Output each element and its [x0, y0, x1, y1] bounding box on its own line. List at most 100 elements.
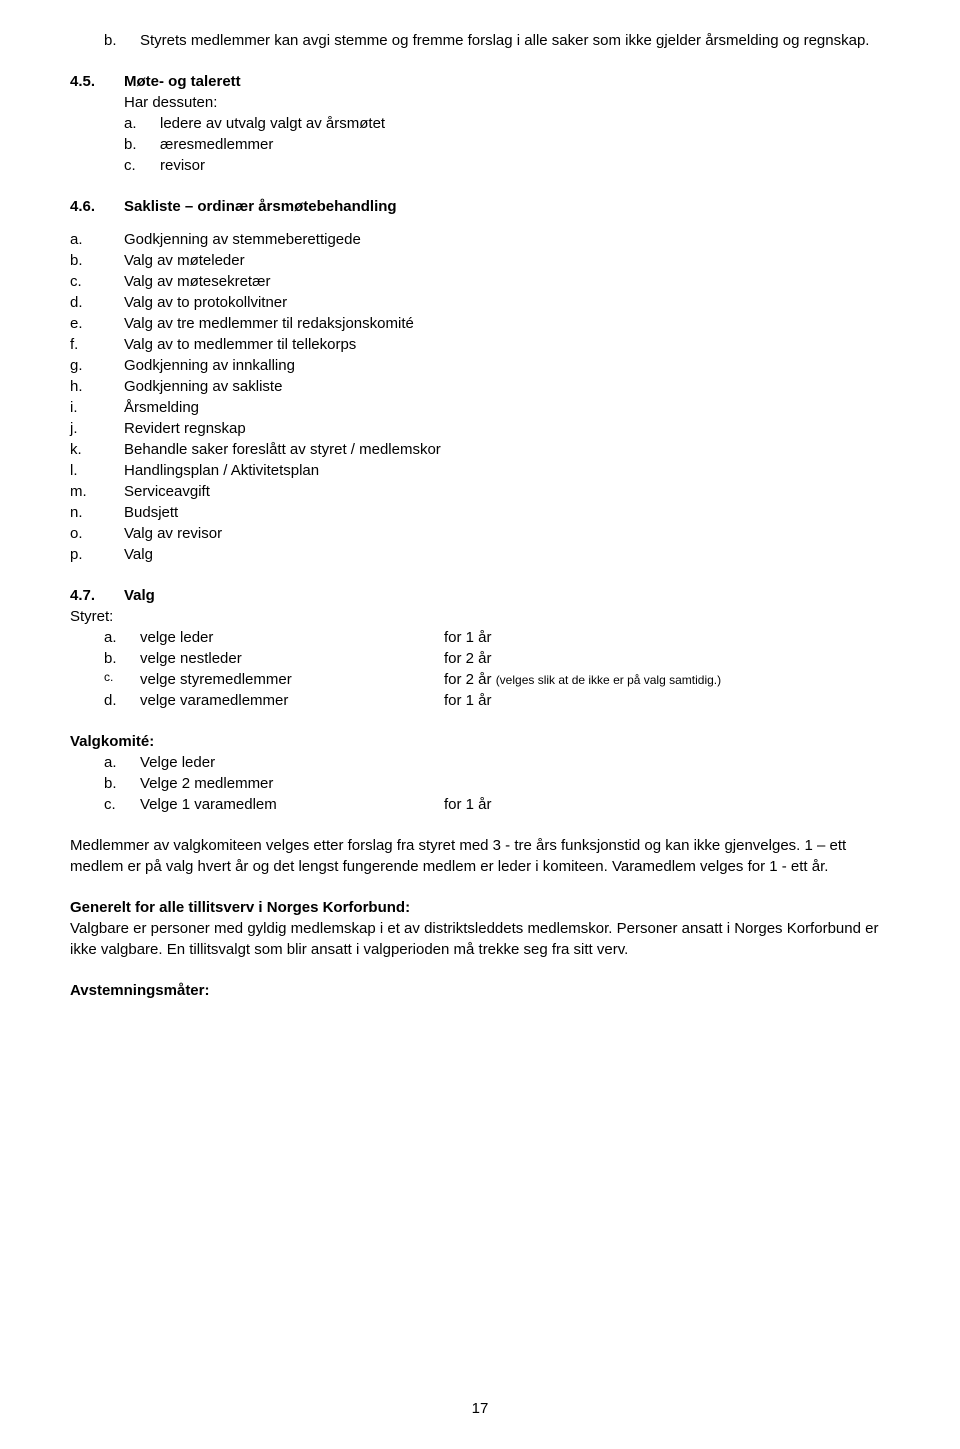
- list-item: m.Serviceavgift: [70, 481, 890, 502]
- list-text: Velge 2 medlemmer: [140, 773, 273, 794]
- list-right: for 2 år (velges slik at de ikke er på v…: [444, 669, 890, 690]
- list-marker: l.: [70, 460, 124, 481]
- list-text: velge leder: [140, 627, 213, 648]
- list-text: Årsmelding: [124, 397, 199, 418]
- valgkomite-title: Valgkomité:: [70, 731, 890, 752]
- list-marker: o.: [70, 523, 124, 544]
- list-right: [444, 773, 890, 794]
- section-title: Møte- og talerett: [124, 71, 241, 92]
- list-marker: g.: [70, 355, 124, 376]
- generelt-title: Generelt for alle tillitsverv i Norges K…: [70, 897, 890, 918]
- section-intro: Har dessuten:: [124, 92, 217, 113]
- list-text: Revidert regnskap: [124, 418, 246, 439]
- list-marker: c.: [70, 271, 124, 292]
- list-text: revisor: [160, 155, 205, 176]
- list-marker: m.: [70, 481, 124, 502]
- list-marker: c.: [104, 794, 140, 815]
- list-right: for 2 år: [444, 648, 890, 669]
- section-4-5: 4.5. Møte- og talerett Har dessuten: a.l…: [70, 71, 890, 176]
- section-number: 4.5.: [70, 71, 124, 92]
- list-marker: b.: [104, 30, 140, 51]
- list-item: p.Valg: [70, 544, 890, 565]
- list-item: l.Handlingsplan / Aktivitetsplan: [70, 460, 890, 481]
- list-item: o.Valg av revisor: [70, 523, 890, 544]
- document-page: b. Styrets medlemmer kan avgi stemme og …: [0, 0, 960, 1449]
- list-item: a.Velge leder: [70, 752, 890, 773]
- paragraph: Medlemmer av valgkomiteen velges etter f…: [70, 835, 890, 877]
- list-item: b. Styrets medlemmer kan avgi stemme og …: [70, 30, 890, 51]
- list-text: æresmedlemmer: [160, 134, 273, 155]
- list-item: a.velge leder for 1 år: [70, 627, 890, 648]
- list-item: g.Godkjenning av innkalling: [70, 355, 890, 376]
- list-marker: a.: [104, 752, 140, 773]
- list-text: Valg av møteleder: [124, 250, 245, 271]
- list-marker: j.: [70, 418, 124, 439]
- list-item: d.Valg av to protokollvitner: [70, 292, 890, 313]
- list-note: (velges slik at de ikke er på valg samti…: [496, 673, 721, 687]
- list-item: n.Budsjett: [70, 502, 890, 523]
- list-marker: d.: [104, 690, 140, 711]
- list-marker: b.: [104, 773, 140, 794]
- list-text: Godkjenning av stemmeberettigede: [124, 229, 361, 250]
- list-item: c.Velge 1 varamedlemfor 1 år: [70, 794, 890, 815]
- list-text: Handlingsplan / Aktivitetsplan: [124, 460, 319, 481]
- list-text: Valg av tre medlemmer til redaksjonskomi…: [124, 313, 414, 334]
- list-text: Valg: [124, 544, 153, 565]
- list-item: c.revisor: [70, 155, 890, 176]
- section-number: 4.6.: [70, 196, 124, 217]
- list-item: b.æresmedlemmer: [70, 134, 890, 155]
- list-text: velge varamedlemmer: [140, 690, 288, 711]
- list-item: i.Årsmelding: [70, 397, 890, 418]
- list-marker: a.: [104, 627, 140, 648]
- list-item: c.Valg av møtesekretær: [70, 271, 890, 292]
- list-marker: c.: [104, 669, 140, 690]
- list-item: d.velge varamedlemmer for 1 år: [70, 690, 890, 711]
- list-item: j.Revidert regnskap: [70, 418, 890, 439]
- list-marker: d.: [70, 292, 124, 313]
- list-right: for 1 år: [444, 690, 890, 711]
- section-4-7: 4.7. Valg Styret: a.velge lederfor 1 årb…: [70, 585, 890, 711]
- page-number: 17: [0, 1398, 960, 1419]
- list-text: Velge leder: [140, 752, 215, 773]
- avstem-title: Avstemningsmåter:: [70, 980, 890, 1001]
- list-item: f.Valg av to medlemmer til tellekorps: [70, 334, 890, 355]
- list-item: b.Velge 2 medlemmer: [70, 773, 890, 794]
- list-text: Styrets medlemmer kan avgi stemme og fre…: [140, 30, 869, 51]
- list-text: Budsjett: [124, 502, 178, 523]
- list-marker: e.: [70, 313, 124, 334]
- list-marker: f.: [70, 334, 124, 355]
- list-text: Valg av revisor: [124, 523, 222, 544]
- list-text: Behandle saker foreslått av styret / med…: [124, 439, 441, 460]
- list-marker: c.: [124, 155, 160, 176]
- list-right: [444, 752, 890, 773]
- list-item: b.velge nestlederfor 2 år: [70, 648, 890, 669]
- list-marker: i.: [70, 397, 124, 418]
- list-marker: b.: [70, 250, 124, 271]
- list-marker: a.: [70, 229, 124, 250]
- list-text: velge styremedlemmer: [140, 669, 292, 690]
- list-right: for 1 år: [444, 794, 890, 815]
- section-4-6: 4.6. Sakliste – ordinær årsmøtebehandlin…: [70, 196, 890, 565]
- list-text: Godkjenning av innkalling: [124, 355, 295, 376]
- list-text: Godkjenning av sakliste: [124, 376, 282, 397]
- list-item: h.Godkjenning av sakliste: [70, 376, 890, 397]
- list-text: ledere av utvalg valgt av årsmøtet: [160, 113, 385, 134]
- list-marker: n.: [70, 502, 124, 523]
- list-text: Valg av møtesekretær: [124, 271, 270, 292]
- list-item: k.Behandle saker foreslått av styret / m…: [70, 439, 890, 460]
- styret-label: Styret:: [70, 606, 890, 627]
- list-marker: a.: [124, 113, 160, 134]
- list-item: c.velge styremedlemmer for 2 år (velges s…: [70, 669, 890, 690]
- list-marker: k.: [70, 439, 124, 460]
- list-marker: b.: [124, 134, 160, 155]
- list-marker: p.: [70, 544, 124, 565]
- list-item: b.Valg av møteleder: [70, 250, 890, 271]
- section-title: Sakliste – ordinær årsmøtebehandling: [124, 196, 397, 217]
- list-text: Serviceavgift: [124, 481, 210, 502]
- list-text: Valg av to protokollvitner: [124, 292, 287, 313]
- list-item: a.ledere av utvalg valgt av årsmøtet: [70, 113, 890, 134]
- section-number: 4.7.: [70, 585, 124, 606]
- list-marker: h.: [70, 376, 124, 397]
- list-item: a.Godkjenning av stemmeberettigede: [70, 229, 890, 250]
- list-right: for 1 år: [444, 627, 890, 648]
